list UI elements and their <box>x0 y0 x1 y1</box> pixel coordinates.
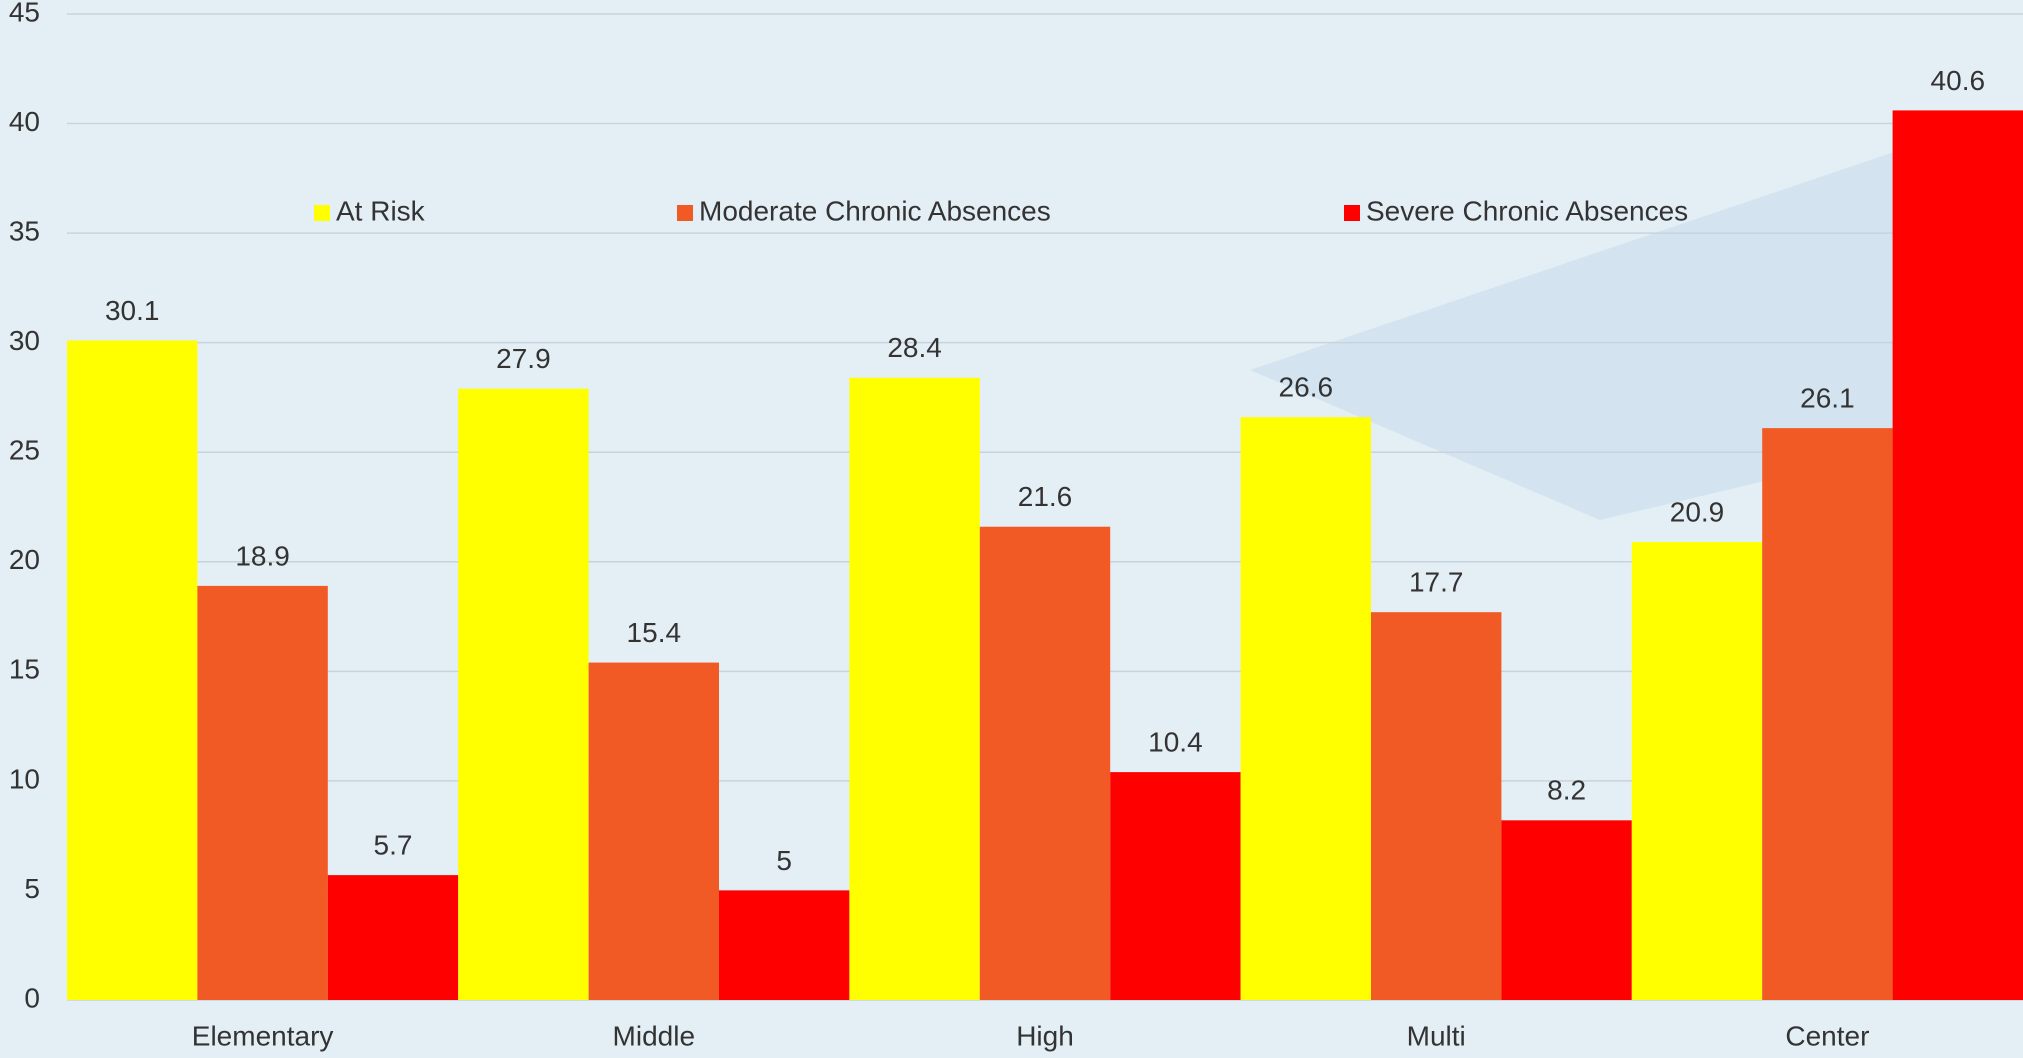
bar <box>458 388 589 1000</box>
data-label: 5 <box>776 845 792 876</box>
data-label: 10.4 <box>1148 727 1203 758</box>
y-tick-label: 10 <box>9 763 40 794</box>
bar <box>1371 612 1502 1000</box>
bar <box>67 340 198 1000</box>
bar <box>1892 110 2023 1001</box>
y-tick-label: 5 <box>24 873 40 904</box>
bar <box>1110 772 1241 1000</box>
data-label: 26.6 <box>1279 372 1334 403</box>
bar <box>588 662 719 1000</box>
legend-label: Severe Chronic Absences <box>1366 195 1688 226</box>
bar <box>327 875 459 1000</box>
x-tick-label: Elementary <box>192 1020 334 1051</box>
bar <box>719 890 850 1000</box>
bar <box>1501 820 1632 1000</box>
y-tick-label: 25 <box>9 435 40 466</box>
data-label: 15.4 <box>627 617 682 648</box>
y-tick-label: 30 <box>9 325 40 356</box>
y-tick-label: 40 <box>9 106 40 137</box>
data-label: 27.9 <box>496 343 551 374</box>
bar <box>1240 417 1371 1001</box>
x-tick-label: High <box>1016 1020 1074 1051</box>
data-label: 40.6 <box>1931 65 1986 96</box>
y-tick-label: 15 <box>9 654 40 685</box>
bar <box>197 585 328 1000</box>
bar <box>849 377 980 1000</box>
data-label: 21.6 <box>1018 481 1073 512</box>
data-label: 26.1 <box>1800 383 1855 414</box>
y-tick-label: 35 <box>9 216 40 247</box>
data-label: 8.2 <box>1547 775 1586 806</box>
legend-swatch <box>314 205 330 221</box>
data-label: 18.9 <box>235 540 290 571</box>
data-label: 17.7 <box>1409 567 1464 598</box>
legend-swatch <box>677 205 693 221</box>
legend-swatch <box>1344 205 1360 221</box>
legend-label: Moderate Chronic Absences <box>699 195 1051 226</box>
bar <box>979 526 1111 1000</box>
watermark <box>1250 150 2023 520</box>
x-tick-label: Multi <box>1407 1020 1466 1051</box>
x-tick-label: Center <box>1785 1020 1869 1051</box>
data-label: 20.9 <box>1670 496 1725 527</box>
bar <box>1631 542 1763 1000</box>
legend-label: At Risk <box>336 195 426 226</box>
data-label: 28.4 <box>887 332 942 363</box>
y-tick-label: 20 <box>9 544 40 575</box>
data-label: 5.7 <box>374 829 413 860</box>
y-tick-label: 45 <box>9 0 40 27</box>
y-tick-label: 0 <box>24 982 40 1013</box>
data-label: 30.1 <box>105 295 160 326</box>
x-tick-label: Middle <box>613 1020 695 1051</box>
bar <box>1762 428 1893 1000</box>
